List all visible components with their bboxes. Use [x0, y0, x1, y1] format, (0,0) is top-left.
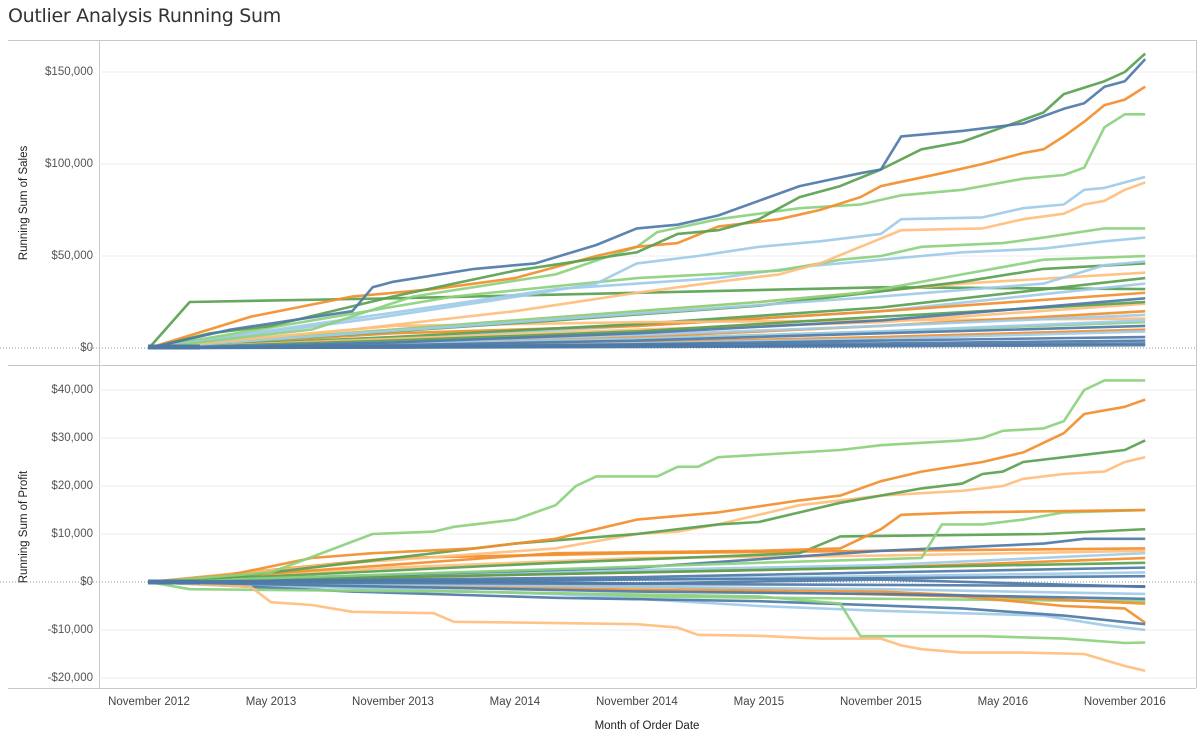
series-line	[148, 549, 1146, 584]
x-tick-label: May 2013	[245, 696, 297, 708]
y-axis-title: Running Sum of Profit	[18, 470, 30, 583]
series-line	[148, 561, 1146, 584]
series-line	[148, 574, 1146, 584]
y-tick-label: $0	[80, 342, 93, 354]
series-line	[148, 58, 1147, 350]
x-tick-label: November 2014	[595, 696, 678, 708]
series-line	[148, 580, 1146, 601]
y-tick-label: $0	[80, 576, 93, 588]
series-line	[148, 580, 1146, 645]
y-tick-label: $30,000	[51, 432, 93, 444]
series-line	[148, 343, 1146, 350]
series-line	[148, 379, 1146, 584]
x-tick-label: May 2016	[977, 696, 1029, 708]
series-line	[148, 113, 1146, 350]
y-tick-label: $10,000	[51, 528, 93, 540]
series-line	[148, 85, 1146, 350]
series-line	[148, 508, 1146, 584]
x-tick-label: May 2014	[489, 696, 541, 708]
series-line	[148, 527, 1146, 584]
x-tick-label: November 2015	[839, 696, 922, 708]
x-tick-label: May 2015	[733, 696, 785, 708]
series-line	[148, 181, 1146, 350]
series-line	[148, 508, 1146, 584]
y-tick-label: -$20,000	[47, 672, 93, 684]
x-axis-title: Month of Order Date	[594, 720, 700, 732]
series-line	[148, 227, 1146, 350]
series-line	[148, 580, 1146, 624]
y-tick-label: $100,000	[45, 158, 93, 170]
series-line	[148, 297, 1146, 350]
chart-title: Outlier Analysis Running Sum	[8, 5, 281, 27]
y-tick-label: $40,000	[51, 384, 93, 396]
series-line	[148, 236, 1146, 350]
y-tick-label: $50,000	[51, 250, 93, 262]
series-line	[148, 580, 1146, 673]
series-line	[148, 260, 1146, 350]
x-tick-label: November 2012	[108, 696, 190, 708]
y-tick-label: -$10,000	[47, 624, 93, 636]
y-tick-label: $20,000	[51, 480, 93, 492]
series-line	[148, 398, 1146, 584]
series-line	[148, 175, 1146, 350]
x-tick-label: November 2016	[1083, 696, 1166, 708]
y-axis-title: Running Sum of Sales	[18, 145, 30, 260]
series-line	[148, 254, 1146, 350]
y-tick-label: $150,000	[45, 66, 93, 78]
series-line	[148, 580, 1146, 588]
series-line	[148, 52, 1147, 350]
x-tick-label: November 2013	[352, 696, 434, 708]
